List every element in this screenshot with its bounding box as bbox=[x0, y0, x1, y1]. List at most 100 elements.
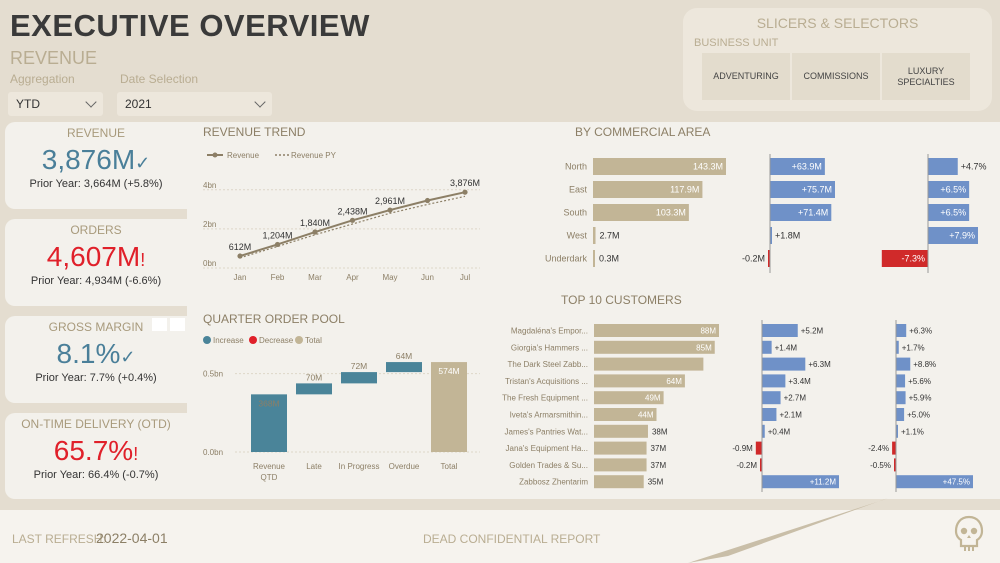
revenue-trend-title: REVENUE TREND bbox=[203, 125, 306, 139]
kpi-card-otd[interactable]: ON-TIME DELIVERY (OTD) 65.7%! Prior Year… bbox=[5, 413, 187, 499]
slicer-luxury-specialties[interactable]: LUXURY SPECIALTIES bbox=[882, 53, 970, 100]
variance-abs-bar bbox=[770, 204, 832, 221]
variance-abs-bar bbox=[755, 441, 762, 455]
data-label: 612M bbox=[229, 242, 252, 252]
legend-increase-label: Increase bbox=[213, 336, 244, 345]
variance-pct-bar bbox=[896, 374, 906, 388]
revenue-point bbox=[349, 217, 356, 223]
waterfall-bar bbox=[296, 383, 332, 395]
quarter-pool-title: QUARTER ORDER POOL bbox=[203, 312, 345, 326]
value-label: 49M bbox=[645, 394, 661, 403]
revenue-point bbox=[312, 229, 318, 235]
y-tick-label: 0bn bbox=[203, 259, 216, 268]
legend-revenue-py-label: Revenue PY bbox=[291, 151, 337, 160]
x-tick-label: Jun bbox=[421, 273, 434, 282]
category-label: Jana's Equipment Ha... bbox=[506, 444, 588, 453]
kpi-card-revenue[interactable]: REVENUE 3,876M✓ Prior Year: 3,664M (+5.8… bbox=[5, 122, 187, 209]
category-label: East bbox=[569, 185, 588, 195]
variance-pct-label: +7.9% bbox=[949, 231, 975, 241]
focus-mode-icon[interactable] bbox=[152, 318, 167, 331]
x-tick-label: Jan bbox=[234, 273, 247, 282]
data-label: 368M bbox=[258, 398, 279, 408]
footer-decorative-stripe bbox=[688, 498, 888, 563]
variance-pct-bar bbox=[894, 458, 896, 472]
variance-abs-label: +11.2M bbox=[810, 478, 837, 487]
data-label: 574M bbox=[438, 366, 459, 376]
value-bar bbox=[594, 424, 648, 438]
legend-revenue-label: Revenue bbox=[227, 151, 260, 160]
kpi-value: 3,876M✓ bbox=[41, 144, 151, 175]
kpi-card-orders[interactable]: ORDERS 4,607M! Prior Year: 4,934M (-6.6%… bbox=[5, 219, 187, 306]
variance-pct-label: +47.5% bbox=[943, 478, 970, 487]
variance-pct-label: +1.7% bbox=[902, 343, 925, 352]
waterfall-bar bbox=[341, 372, 377, 384]
variance-pct-label: -2.4% bbox=[868, 444, 889, 453]
revenue-point bbox=[424, 197, 431, 204]
legend-total-dot bbox=[295, 336, 303, 344]
aggregation-dropdown[interactable]: YTD bbox=[8, 92, 103, 116]
kpi-value: 8.1%✓ bbox=[56, 338, 136, 369]
revenue-trend-chart[interactable]: Revenue Revenue PY 0bn 2bn 4bn Jan Feb Mar Apr… bbox=[195, 140, 495, 290]
x-tick-label: In Progress bbox=[339, 462, 380, 471]
quarter-pool-chart[interactable]: Increase Decrease Total 0.0bn 0.5bn 368M Re… bbox=[195, 328, 485, 488]
data-label: 70M bbox=[306, 372, 323, 382]
legend-revenue-marker bbox=[212, 152, 218, 158]
top-customers-title: TOP 10 CUSTOMERS bbox=[561, 293, 682, 307]
variance-pct-bar bbox=[896, 391, 906, 405]
variance-abs-label: +63.9M bbox=[792, 162, 822, 172]
variance-abs-bar bbox=[768, 250, 770, 267]
category-label: Tristan's Acquisitions ... bbox=[505, 377, 588, 386]
kpi-title: ON-TIME DELIVERY (OTD) bbox=[21, 417, 171, 431]
series-revenue-py-line bbox=[239, 195, 466, 259]
aggregation-label: Aggregation bbox=[10, 72, 75, 86]
value-label: 35M bbox=[648, 478, 664, 487]
last-refresh-label: LAST REFRESH: bbox=[12, 532, 106, 546]
aggregation-value: YTD bbox=[16, 97, 40, 111]
variance-pct-label: +6.5% bbox=[940, 208, 966, 218]
waterfall-bar bbox=[431, 362, 467, 452]
variance-abs-label: +75.7M bbox=[802, 185, 832, 195]
variance-pct-bar bbox=[892, 441, 896, 455]
x-tick-label: Mar bbox=[308, 273, 322, 282]
kpi-title: ORDERS bbox=[70, 223, 122, 237]
page-subtitle: REVENUE bbox=[10, 48, 98, 68]
value-bar bbox=[594, 357, 704, 371]
data-label: 72M bbox=[351, 361, 368, 371]
variance-abs-bar bbox=[770, 158, 825, 175]
category-label: Underdark bbox=[545, 254, 588, 264]
category-label: West bbox=[567, 231, 588, 241]
top-customers-chart[interactable]: Magdaléna's Empor... 88M +5.2M +6.3% Giorgia… bbox=[495, 318, 1000, 496]
variance-pct-bar bbox=[928, 204, 970, 221]
revenue-point bbox=[462, 189, 468, 195]
category-label: James's Pantries Wat... bbox=[505, 427, 588, 436]
slicer-commissions[interactable]: COMMISSIONS bbox=[792, 53, 880, 100]
commercial-area-chart[interactable]: North 143.3M +63.9M +4.7% East 117.9M +75.7M +6… bbox=[500, 150, 1000, 275]
variance-abs-bar bbox=[762, 357, 806, 371]
variance-abs-label: +2.7M bbox=[784, 394, 807, 403]
date-selection-dropdown[interactable]: 2021 bbox=[117, 92, 272, 116]
variance-abs-label: -0.2M bbox=[737, 461, 758, 470]
variance-abs-bar bbox=[762, 475, 839, 489]
kpi-prior-year: Prior Year: 7.7% (+0.4%) bbox=[35, 372, 157, 384]
data-label: 2,961M bbox=[375, 196, 405, 206]
x-tick-label: May bbox=[382, 273, 397, 282]
variance-pct-bar bbox=[896, 357, 911, 371]
value-label: 37M bbox=[651, 461, 667, 470]
variance-abs-bar bbox=[760, 458, 762, 472]
more-options-icon[interactable] bbox=[170, 318, 185, 331]
category-label: Magdaléna's Empor... bbox=[511, 327, 588, 336]
variance-pct-label: +1.1% bbox=[901, 427, 924, 436]
variance-abs-label: +2.1M bbox=[779, 411, 802, 420]
revenue-point bbox=[387, 207, 393, 213]
y-tick-label: 2bn bbox=[203, 220, 216, 229]
value-label: 64M bbox=[666, 377, 682, 386]
alert-icon: ! bbox=[140, 250, 146, 270]
category-label: North bbox=[565, 162, 587, 172]
value-bar bbox=[594, 324, 719, 337]
x-tick-label: Total bbox=[441, 462, 458, 471]
business-unit-label: BUSINESS UNIT bbox=[694, 37, 779, 49]
value-bar bbox=[593, 250, 595, 267]
value-label: 88M bbox=[700, 327, 716, 336]
slicer-adventuring[interactable]: ADVENTURING bbox=[702, 53, 790, 100]
date-selection-label: Date Selection bbox=[120, 72, 199, 86]
